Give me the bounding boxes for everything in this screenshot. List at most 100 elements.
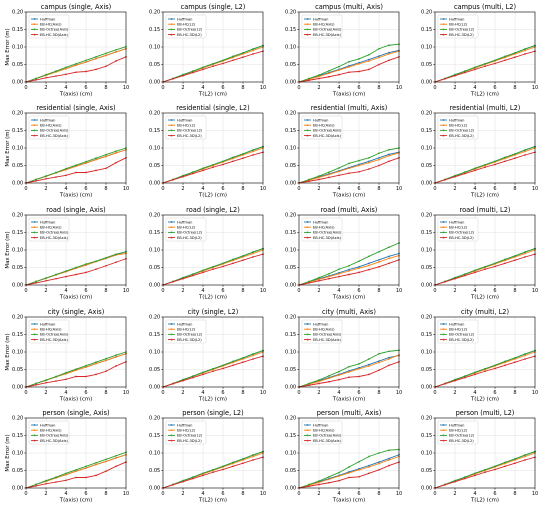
y-tick-label: 0.05 bbox=[285, 468, 296, 474]
data-point bbox=[75, 468, 77, 471]
data-point bbox=[192, 477, 194, 480]
plot-frame bbox=[298, 11, 400, 83]
data-point bbox=[192, 376, 194, 379]
x-tick-label: 4 bbox=[201, 85, 204, 91]
data-point bbox=[358, 62, 360, 65]
legend-box bbox=[165, 217, 207, 242]
data-point bbox=[348, 162, 350, 165]
data-point bbox=[338, 268, 340, 271]
data-point bbox=[328, 272, 330, 275]
data-point bbox=[338, 479, 340, 482]
data-point bbox=[95, 361, 97, 363]
y-tick-label: 0.20 bbox=[421, 213, 432, 219]
x-tick-label: 6 bbox=[357, 491, 360, 497]
data-point bbox=[85, 364, 87, 367]
y-tick-label: 0.20 bbox=[149, 213, 160, 219]
x-tick-label: 6 bbox=[221, 85, 224, 91]
y-tick-label: 0.00 bbox=[12, 283, 23, 289]
legend-label: EB-HC-3D(L2) bbox=[449, 439, 474, 443]
y-tick-label: 0.10 bbox=[12, 45, 23, 51]
data-point bbox=[212, 370, 214, 373]
data-point bbox=[308, 178, 310, 181]
data-point bbox=[348, 66, 350, 68]
y-tick-label: 0.10 bbox=[285, 146, 296, 152]
legend-label: EB-HC(L2) bbox=[449, 23, 468, 27]
data-point bbox=[242, 357, 244, 359]
data-point bbox=[338, 65, 340, 68]
legend-marker bbox=[306, 231, 309, 234]
data-point bbox=[45, 76, 47, 79]
data-point bbox=[464, 171, 466, 173]
legend: Huffman EB-HC(L2)EB-Octree(L2)EB-HC-3D(L2… bbox=[165, 217, 207, 242]
y-tick-label: 0.10 bbox=[149, 451, 160, 457]
data-point bbox=[328, 69, 330, 72]
x-tick-label: 0 bbox=[24, 491, 27, 497]
data-point bbox=[358, 265, 360, 268]
data-point bbox=[328, 171, 330, 173]
data-point bbox=[232, 461, 234, 464]
x-tick-label: 0 bbox=[161, 85, 164, 91]
plot-frame bbox=[434, 316, 536, 388]
data-point bbox=[494, 468, 496, 471]
x-tick-label: 0 bbox=[161, 491, 164, 497]
legend-label: Huffman bbox=[40, 322, 55, 326]
x-tick-label: 4 bbox=[473, 85, 476, 91]
x-tick-label: 8 bbox=[513, 288, 516, 294]
data-point bbox=[252, 354, 254, 357]
data-point bbox=[494, 163, 496, 166]
legend-label: EB-HC-3D(Axis) bbox=[40, 439, 68, 443]
plot-frame bbox=[298, 417, 400, 489]
y-tick-label: 0.00 bbox=[149, 181, 160, 187]
x-tick-label: 6 bbox=[221, 288, 224, 294]
legend-label: EB-HC(L2) bbox=[449, 124, 468, 128]
legend-label: Huffman bbox=[177, 118, 192, 122]
data-point bbox=[494, 367, 496, 370]
legend-marker bbox=[306, 28, 309, 31]
legend-marker bbox=[170, 434, 173, 437]
data-point bbox=[348, 273, 350, 276]
x-tick-label: 6 bbox=[221, 390, 224, 396]
data-point bbox=[388, 257, 390, 260]
data-point bbox=[172, 281, 174, 283]
x-tick-label: 0 bbox=[297, 390, 300, 396]
data-point bbox=[242, 153, 244, 155]
series-line-4 bbox=[25, 56, 127, 83]
legend-box bbox=[301, 319, 343, 344]
legend-marker bbox=[33, 18, 36, 20]
data-point bbox=[348, 466, 350, 468]
data-point bbox=[232, 360, 234, 363]
data-point bbox=[222, 468, 224, 471]
data-point bbox=[55, 375, 57, 378]
legend-marker bbox=[170, 23, 173, 26]
x-tick-label: 2 bbox=[317, 186, 320, 192]
legend-label: EB-HC(Axis) bbox=[40, 23, 62, 27]
data-point bbox=[182, 74, 184, 77]
series-line-3 bbox=[298, 449, 400, 489]
data-point bbox=[308, 483, 310, 486]
data-point bbox=[85, 465, 87, 468]
legend-marker bbox=[442, 221, 445, 223]
data-point bbox=[45, 175, 47, 177]
y-tick-label: 0.20 bbox=[12, 213, 23, 219]
legend-label: EB-Octree(Axis) bbox=[40, 231, 69, 235]
y-tick-label: 0.15 bbox=[149, 433, 160, 439]
data-point bbox=[514, 259, 516, 261]
data-point bbox=[338, 69, 340, 71]
data-point bbox=[514, 255, 516, 257]
x-tick-label: 2 bbox=[181, 390, 184, 396]
legend: Huffman EB-HC(L2)EB-Octree(L2)EB-HC-3D(L2… bbox=[437, 319, 479, 344]
x-axis-label: T(L2) (cm) bbox=[470, 498, 499, 504]
legend-marker bbox=[442, 439, 445, 442]
data-point bbox=[115, 465, 117, 468]
y-tick-label: 0.10 bbox=[285, 350, 296, 356]
legend-marker bbox=[170, 226, 173, 229]
data-point bbox=[388, 44, 390, 47]
x-tick-label: 0 bbox=[297, 85, 300, 91]
legend-marker bbox=[33, 28, 36, 31]
x-tick-label: 2 bbox=[181, 186, 184, 192]
y-tick-label: 0.05 bbox=[12, 163, 23, 169]
plot-frame bbox=[434, 112, 536, 184]
x-tick-label: 6 bbox=[493, 85, 496, 91]
data-point bbox=[388, 53, 390, 55]
legend-label: EB-HC-3D(L2) bbox=[177, 439, 202, 443]
